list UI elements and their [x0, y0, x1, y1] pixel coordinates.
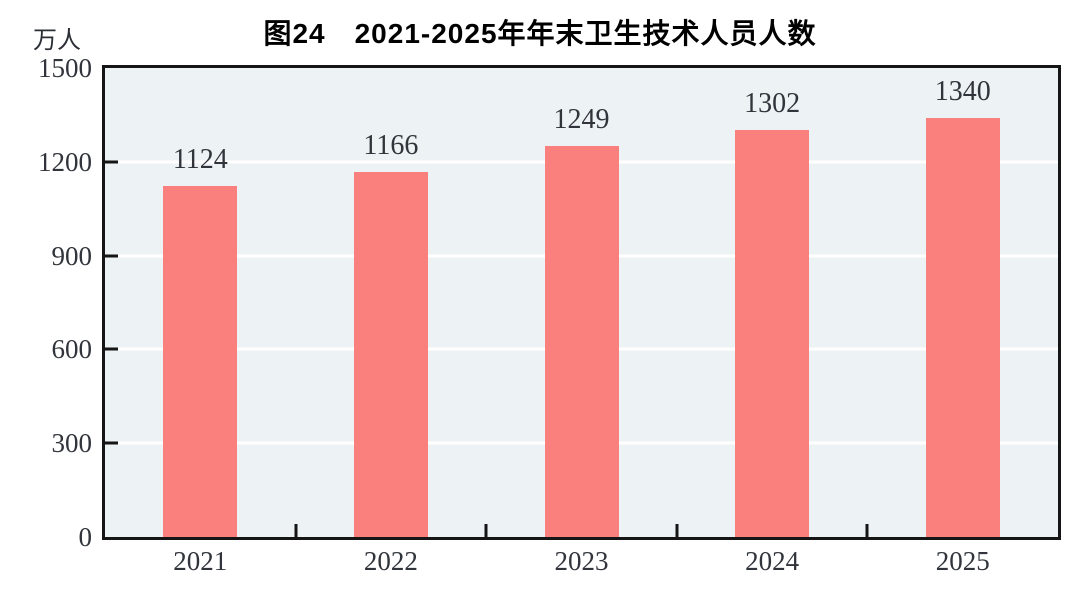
- y-axis-label-1500: 1500: [38, 53, 92, 83]
- x-axis-label-2023: 2023: [554, 546, 609, 576]
- x-tick-boundary-3: [675, 524, 679, 537]
- bar-2022: [353, 172, 428, 537]
- plot-area: 1124 1166 1249 1302 1340: [102, 65, 1061, 540]
- y-tick-300: [105, 441, 118, 445]
- y-axis-label-0: 0: [78, 522, 93, 552]
- chart-title: 图24 2021-2025年年末卫生技术人员人数: [263, 18, 817, 49]
- x-axis-label-2025: 2025: [935, 546, 990, 576]
- x-tick-boundary-1: [294, 524, 298, 537]
- bar-value-label-2024: 1302: [744, 87, 801, 119]
- y-tick-600: [105, 347, 118, 351]
- bar-value-label-2023: 1249: [553, 104, 610, 136]
- x-tick-boundary-2: [484, 524, 488, 537]
- bar-value-label-2021: 1124: [172, 143, 228, 175]
- bar-2024: [735, 129, 810, 537]
- bar-value-label-2022: 1166: [363, 130, 419, 162]
- y-axis-label-900: 900: [51, 240, 93, 271]
- y-axis-label-600: 600: [51, 334, 93, 365]
- bar-2021: [163, 185, 238, 537]
- y-axis-label-1200: 1200: [38, 146, 92, 177]
- y-axis-label-300: 300: [51, 428, 93, 459]
- x-axis-label-2022: 2022: [363, 546, 418, 576]
- bar-2023: [544, 146, 619, 537]
- bar-value-label-2025: 1340: [934, 76, 991, 108]
- x-axis-label-2021: 2021: [173, 546, 228, 576]
- y-tick-900: [105, 254, 118, 258]
- x-tick-boundary-4: [865, 524, 869, 537]
- x-axis-label-2024: 2024: [745, 546, 800, 576]
- bar-2025: [925, 118, 1000, 537]
- y-tick-1200: [105, 160, 118, 164]
- y-axis-unit-label: 万人: [33, 28, 81, 54]
